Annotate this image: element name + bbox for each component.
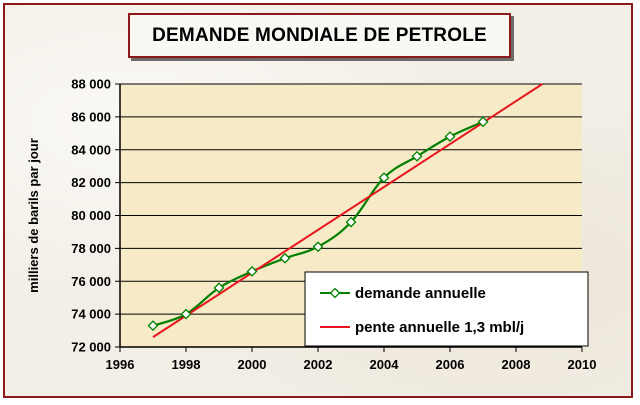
y-tick-label-3: 78 000 — [71, 241, 111, 256]
data-point-1998 — [180, 308, 192, 320]
data-point-2007 — [477, 116, 489, 128]
y-tick-label-5: 82 000 — [71, 175, 111, 190]
x-tick-label-7: 2010 — [568, 357, 597, 372]
y-axis-label: milliers de barils par jour — [26, 138, 41, 293]
y-tick-label-2: 76 000 — [71, 274, 111, 289]
data-point-2001 — [279, 252, 291, 264]
data-point-2004 — [378, 172, 390, 184]
x-axis-ticks: 1996 1998 2000 2002 2004 2006 2008 2010 — [106, 347, 597, 372]
y-tick-label-6: 84 000 — [71, 142, 111, 157]
legend-label-pente-annuelle: pente annuelle 1,3 mbl/j — [355, 319, 524, 336]
data-point-2002 — [312, 241, 324, 253]
y-tick-label-4: 80 000 — [71, 208, 111, 223]
x-tick-label-5: 2006 — [436, 357, 465, 372]
data-point-2006 — [444, 131, 456, 143]
legend-marker-demande-annuelle — [329, 287, 341, 299]
y-tick-label-7: 86 000 — [71, 109, 111, 124]
data-point-1997 — [147, 320, 159, 332]
x-tick-label-1: 1998 — [172, 357, 201, 372]
x-tick-label-6: 2008 — [502, 357, 531, 372]
y-tick-label-0: 72 000 — [71, 340, 111, 355]
legend-label-demande-annuelle: demande annuelle — [355, 285, 486, 302]
y-axis-ticks: 72 000 74 000 76 000 78 000 80 000 82 000 84 0… — [71, 77, 120, 355]
series-line-pente-annuelle — [152, 83, 543, 338]
chart-title: DEMANDE MONDIALE DE PETROLE — [128, 13, 511, 58]
y-tick-label-8: 88 000 — [71, 77, 111, 92]
legend: demande annuelle pente annuelle 1,3 mbl/j — [304, 271, 589, 347]
series-group — [147, 83, 543, 338]
data-point-2003 — [345, 216, 357, 228]
legend-box — [304, 271, 589, 347]
data-point-2000 — [246, 265, 258, 277]
x-tick-label-3: 2002 — [304, 357, 333, 372]
x-tick-label-0: 1996 — [106, 357, 135, 372]
data-point-1999 — [213, 282, 225, 294]
data-point-2005 — [411, 150, 423, 162]
y-tick-label-1: 74 000 — [71, 307, 111, 322]
x-tick-label-4: 2004 — [370, 357, 400, 372]
x-tick-label-2: 2000 — [238, 357, 267, 372]
